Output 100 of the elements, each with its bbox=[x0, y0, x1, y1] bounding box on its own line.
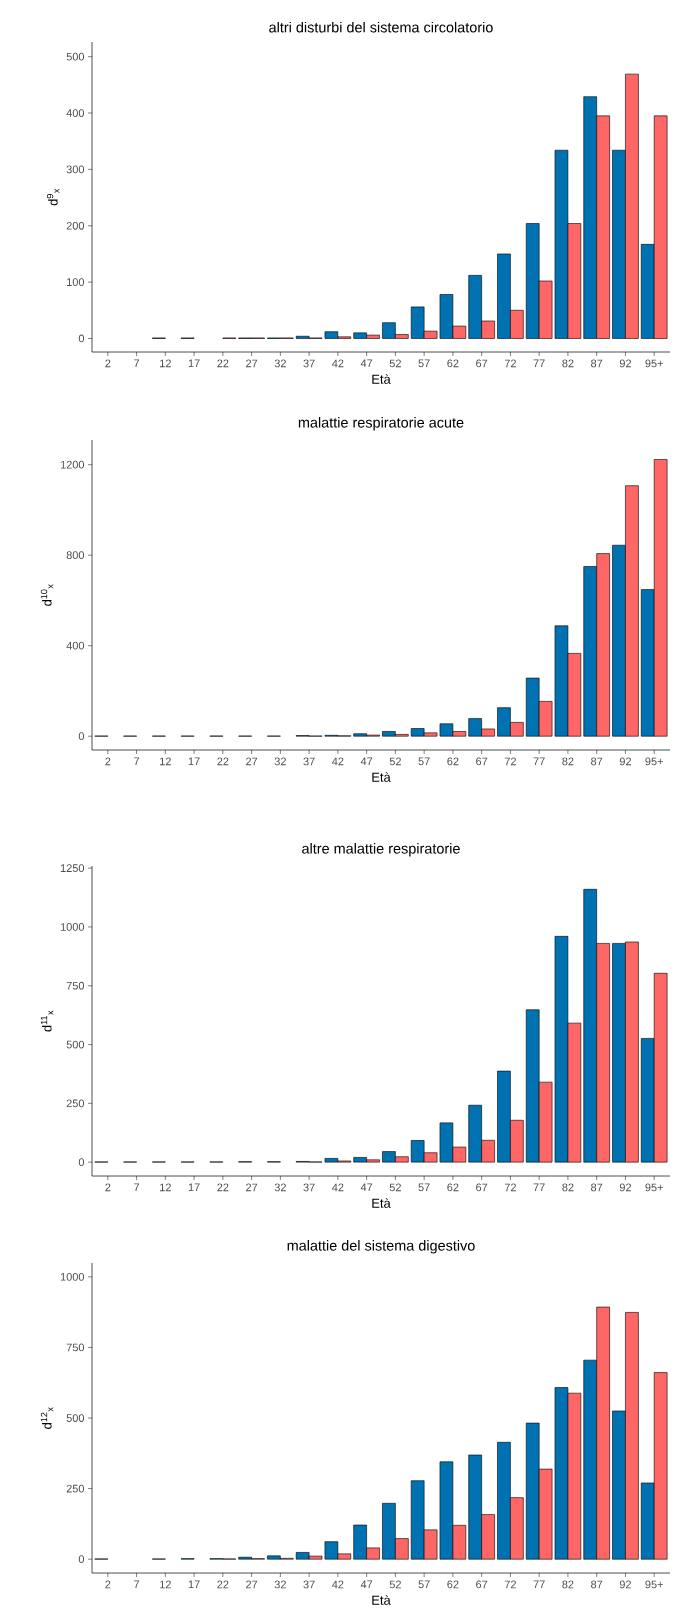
y-axis-title: d$^{9}$x bbox=[46, 188, 60, 206]
x-tick-label: 52 bbox=[389, 1183, 401, 1192]
y-tick-label: 500 bbox=[66, 52, 85, 61]
x-tick-label: 77 bbox=[533, 1580, 545, 1589]
x-tick-label: 87 bbox=[591, 757, 603, 766]
x-tick-label: 37 bbox=[303, 1580, 315, 1589]
x-tick-label: 95+ bbox=[645, 1183, 663, 1192]
x-tick-label: 87 bbox=[591, 1580, 603, 1589]
y-tick-label: 250 bbox=[66, 1099, 85, 1108]
x-tick-label: 72 bbox=[504, 1580, 516, 1589]
x-tick-label: 72 bbox=[504, 359, 516, 368]
y-tick-label: 750 bbox=[66, 1343, 85, 1352]
y-tick-label: 1000 bbox=[60, 923, 85, 931]
x-tick-label: 92 bbox=[619, 1183, 631, 1192]
x-tick-label: 2 bbox=[105, 359, 111, 368]
y-tick-label: 0 bbox=[78, 732, 85, 741]
x-tick-label: 2 bbox=[105, 1183, 111, 1192]
y-tick-label: 1000 bbox=[60, 1272, 85, 1281]
x-tick-label: 67 bbox=[476, 1183, 488, 1192]
x-tick-label: 52 bbox=[389, 757, 401, 766]
x-tick-label: 37 bbox=[303, 757, 315, 766]
x-tick-label: 67 bbox=[476, 1580, 488, 1589]
x-tick-label: 37 bbox=[303, 1183, 315, 1192]
x-tick-label: 62 bbox=[447, 1183, 459, 1192]
x-tick-label: 95+ bbox=[645, 359, 663, 368]
x-axis-title: Età bbox=[372, 1198, 391, 1208]
x-tick-label: 57 bbox=[418, 1580, 430, 1589]
y-tick-label: 100 bbox=[67, 278, 85, 286]
x-tick-label: 12 bbox=[160, 757, 171, 766]
x-tick-label: 27 bbox=[246, 1183, 258, 1192]
x-tick-label: 27 bbox=[246, 359, 258, 368]
x-tick-label: 32 bbox=[274, 359, 286, 368]
y-tick-label: 1250 bbox=[60, 864, 85, 873]
x-tick-label: 52 bbox=[389, 359, 401, 368]
x-tick-label: 62 bbox=[447, 757, 459, 766]
chart-title: malattie del sistema digestivo bbox=[287, 1240, 475, 1254]
x-tick-label: 92 bbox=[619, 757, 631, 766]
x-tick-label: 92 bbox=[619, 359, 631, 368]
x-tick-label: 82 bbox=[562, 1580, 574, 1589]
x-tick-label: 62 bbox=[447, 1580, 459, 1589]
x-tick-label: 22 bbox=[217, 1580, 229, 1589]
y-tick-label: 400 bbox=[66, 641, 85, 650]
x-tick-label: 7 bbox=[134, 359, 140, 368]
chart-title: malattie respiratorie acute bbox=[298, 417, 464, 431]
y-tick-label: 500 bbox=[66, 1040, 85, 1049]
x-tick-label: 37 bbox=[303, 359, 315, 368]
x-tick-label: 7 bbox=[134, 757, 140, 766]
x-tick-label: 17 bbox=[188, 359, 200, 368]
x-tick-label: 77 bbox=[533, 1183, 545, 1192]
x-tick-label: 27 bbox=[246, 1580, 258, 1589]
x-tick-label: 42 bbox=[332, 1580, 344, 1589]
x-tick-label: 72 bbox=[504, 757, 516, 766]
x-tick-label: 42 bbox=[332, 359, 344, 368]
x-tick-label: 72 bbox=[504, 1183, 516, 1192]
y-tick-label: 1200 bbox=[60, 460, 85, 469]
x-tick-label: 42 bbox=[332, 1183, 344, 1192]
x-tick-label: 32 bbox=[274, 1580, 286, 1589]
x-tick-label: 47 bbox=[360, 1580, 373, 1589]
x-tick-label: 22 bbox=[217, 1183, 229, 1192]
chart-title: altre malattie respiratorie bbox=[302, 843, 460, 857]
x-tick-label: 12 bbox=[160, 1580, 171, 1589]
x-axis-title: Età bbox=[372, 1595, 391, 1605]
x-tick-label: 47 bbox=[360, 1183, 373, 1192]
x-tick-label: 17 bbox=[188, 757, 200, 766]
x-tick-label: 57 bbox=[418, 359, 430, 368]
x-tick-label: 77 bbox=[533, 359, 545, 368]
x-tick-label: 17 bbox=[188, 1183, 200, 1192]
y-axis-title: d$^{10}$x bbox=[40, 584, 54, 606]
x-tick-label: 32 bbox=[274, 1183, 286, 1192]
y-tick-label: 0 bbox=[78, 1555, 85, 1564]
y-tick-label: 0 bbox=[78, 1158, 85, 1167]
y-tick-label: 200 bbox=[66, 221, 85, 230]
x-tick-label: 52 bbox=[389, 1580, 401, 1589]
x-tick-label: 92 bbox=[619, 1580, 631, 1589]
x-tick-label: 12 bbox=[160, 1183, 171, 1192]
y-tick-label: 500 bbox=[66, 1414, 85, 1422]
x-tick-label: 57 bbox=[418, 1183, 430, 1192]
x-tick-label: 7 bbox=[134, 1183, 140, 1192]
x-tick-label: 12 bbox=[160, 359, 171, 368]
x-tick-label: 87 bbox=[591, 359, 603, 368]
y-axis-title: d$^{11}$x bbox=[40, 1010, 54, 1032]
y-tick-label: 400 bbox=[66, 109, 85, 117]
x-tick-label: 67 bbox=[476, 359, 488, 368]
x-tick-label: 47 bbox=[360, 757, 373, 766]
x-tick-label: 95+ bbox=[645, 757, 663, 766]
x-tick-label: 47 bbox=[360, 359, 373, 368]
x-tick-label: 2 bbox=[105, 1580, 111, 1589]
x-tick-label: 87 bbox=[591, 1183, 603, 1192]
y-tick-label: 0 bbox=[78, 334, 85, 343]
y-axis-title: d$^{12}$x bbox=[40, 1407, 54, 1429]
x-tick-label: 22 bbox=[217, 757, 229, 766]
x-tick-label: 2 bbox=[105, 757, 111, 766]
x-axis-title: Età bbox=[372, 374, 391, 384]
x-tick-label: 82 bbox=[562, 359, 574, 368]
y-tick-label: 750 bbox=[66, 981, 85, 990]
x-tick-label: 32 bbox=[274, 757, 286, 766]
x-tick-label: 82 bbox=[562, 1183, 574, 1192]
x-tick-label: 57 bbox=[418, 757, 430, 766]
x-tick-label: 77 bbox=[533, 757, 545, 766]
x-tick-label: 82 bbox=[562, 757, 574, 766]
